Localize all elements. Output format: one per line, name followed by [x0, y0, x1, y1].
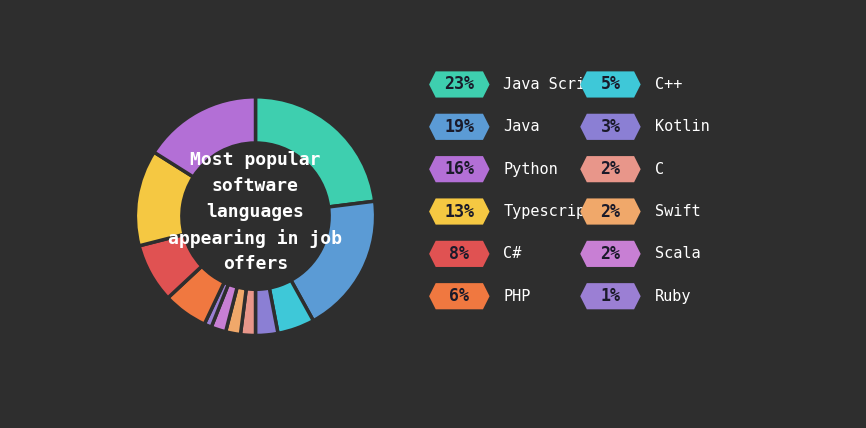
Text: Swift: Swift: [655, 204, 701, 219]
Text: Scala: Scala: [655, 247, 701, 262]
Wedge shape: [135, 152, 193, 246]
Polygon shape: [429, 71, 489, 98]
Text: 23%: 23%: [444, 75, 475, 93]
Polygon shape: [429, 241, 489, 267]
Polygon shape: [580, 156, 641, 182]
Text: Kotlin: Kotlin: [655, 119, 709, 134]
Wedge shape: [168, 266, 224, 324]
Polygon shape: [580, 283, 641, 309]
Wedge shape: [139, 235, 202, 298]
Text: PHP: PHP: [503, 289, 531, 304]
Text: Java: Java: [503, 119, 540, 134]
Polygon shape: [429, 283, 489, 309]
Polygon shape: [580, 241, 641, 267]
Polygon shape: [580, 71, 641, 98]
Text: Python: Python: [503, 162, 559, 177]
Polygon shape: [580, 114, 641, 140]
Wedge shape: [154, 97, 255, 177]
Text: Most popular
software
languages
appearing in job
offers: Most popular software languages appearin…: [169, 151, 342, 273]
Text: 3%: 3%: [600, 118, 620, 136]
Text: C#: C#: [503, 247, 521, 262]
Text: C: C: [655, 162, 663, 177]
Text: Typescript: Typescript: [503, 204, 595, 219]
Wedge shape: [269, 280, 313, 333]
Polygon shape: [580, 199, 641, 225]
Text: 2%: 2%: [600, 245, 620, 263]
Wedge shape: [241, 289, 255, 336]
Text: 2%: 2%: [600, 160, 620, 178]
Wedge shape: [291, 201, 376, 321]
Text: Java Script: Java Script: [503, 77, 604, 92]
Text: 19%: 19%: [444, 118, 475, 136]
Text: 6%: 6%: [449, 287, 469, 305]
Text: 16%: 16%: [444, 160, 475, 178]
Text: 5%: 5%: [600, 75, 620, 93]
Text: Ruby: Ruby: [655, 289, 691, 304]
Polygon shape: [429, 114, 489, 140]
Polygon shape: [429, 199, 489, 225]
Text: C++: C++: [655, 77, 682, 92]
Wedge shape: [255, 97, 375, 207]
Text: 8%: 8%: [449, 245, 469, 263]
Wedge shape: [255, 288, 278, 336]
Wedge shape: [211, 284, 237, 332]
Text: 13%: 13%: [444, 202, 475, 220]
Text: 2%: 2%: [600, 202, 620, 220]
Wedge shape: [226, 287, 246, 335]
Text: 1%: 1%: [600, 287, 620, 305]
Circle shape: [182, 143, 329, 289]
Polygon shape: [429, 156, 489, 182]
Wedge shape: [204, 282, 229, 327]
